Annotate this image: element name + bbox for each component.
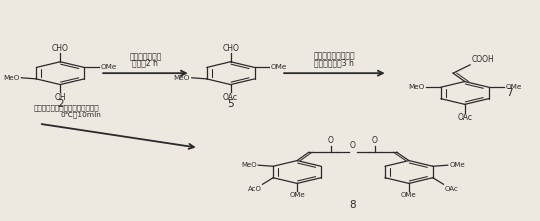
Text: OMe: OMe bbox=[449, 162, 465, 168]
Text: OH: OH bbox=[55, 93, 66, 102]
Text: O: O bbox=[372, 136, 378, 145]
Text: COOH: COOH bbox=[472, 55, 495, 64]
Text: OAc: OAc bbox=[457, 113, 472, 122]
Text: MeO: MeO bbox=[241, 162, 256, 168]
Text: OMe: OMe bbox=[289, 192, 305, 198]
Text: O: O bbox=[350, 141, 356, 151]
Text: OAc: OAc bbox=[444, 186, 458, 192]
Text: MeO: MeO bbox=[174, 74, 190, 81]
Text: 丙二酸，吡啶，苯，: 丙二酸，吡啶，苯， bbox=[314, 51, 355, 60]
Text: OMe: OMe bbox=[505, 84, 522, 90]
Text: MeO: MeO bbox=[408, 84, 424, 90]
Text: OMe: OMe bbox=[101, 65, 117, 70]
Text: 0℃，10min: 0℃，10min bbox=[60, 111, 101, 118]
Text: CHO: CHO bbox=[52, 44, 69, 53]
Text: 8: 8 bbox=[350, 200, 356, 210]
Text: 哌啶，回流，3 h: 哌啶，回流，3 h bbox=[314, 58, 354, 67]
Text: MeO: MeO bbox=[3, 74, 20, 81]
Text: 三光气，三乙胺，无水乙酸乙酯，: 三光气，三乙胺，无水乙酸乙酯， bbox=[33, 104, 99, 111]
Text: OAc: OAc bbox=[223, 93, 238, 102]
Text: 5: 5 bbox=[227, 99, 234, 109]
Text: 乙酸酐，吡啶，: 乙酸酐，吡啶， bbox=[129, 52, 161, 61]
Text: O: O bbox=[328, 136, 334, 145]
Text: 7: 7 bbox=[506, 88, 512, 98]
Text: CHO: CHO bbox=[222, 44, 239, 53]
Text: OMe: OMe bbox=[271, 65, 287, 70]
Text: 2: 2 bbox=[57, 99, 64, 109]
Text: 回流，2 h: 回流，2 h bbox=[132, 58, 158, 67]
Text: OMe: OMe bbox=[401, 192, 417, 198]
Text: AcO: AcO bbox=[247, 186, 261, 192]
